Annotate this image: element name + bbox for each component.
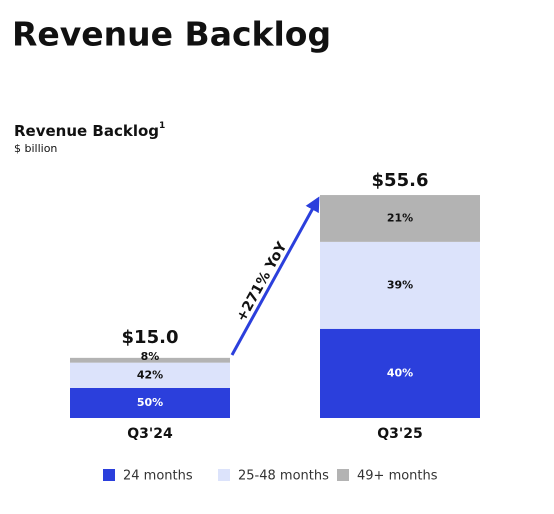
segment-label: 42% xyxy=(137,368,163,381)
legend-label: 24 months xyxy=(123,469,193,484)
chart-title-text: Revenue Backlog xyxy=(14,122,159,140)
growth-annotation: +271% YoY xyxy=(234,239,291,325)
segment-label: 21% xyxy=(387,211,413,224)
segment-label: 39% xyxy=(387,278,413,291)
bar-segment xyxy=(320,241,480,329)
segment-label: 8% xyxy=(141,350,160,363)
legend-swatch xyxy=(337,469,349,481)
chart-subtitle: $ billion xyxy=(14,142,57,155)
growth-arrow xyxy=(230,196,320,356)
chart-title: Revenue Backlog1 xyxy=(14,121,165,140)
legend-swatch xyxy=(103,469,115,481)
bar-segment xyxy=(320,195,480,242)
bar-segment xyxy=(70,362,230,388)
x-tick-label: Q3'24 xyxy=(127,426,173,442)
segment-label: 40% xyxy=(387,366,413,379)
legend-swatch xyxy=(218,469,230,481)
bar-segment xyxy=(70,387,230,418)
legend-label: 49+ months xyxy=(357,469,438,484)
page-heading: Revenue Backlog xyxy=(12,15,331,54)
bar-segment xyxy=(320,328,480,418)
segment-label: 50% xyxy=(137,396,163,409)
x-tick-label: Q3'25 xyxy=(377,426,422,442)
total-label: $15.0 xyxy=(122,327,179,348)
bar-segment xyxy=(70,357,230,363)
total-label: $55.6 xyxy=(372,170,429,191)
legend-label: 25-48 months xyxy=(238,469,329,484)
title-footnote: 1 xyxy=(159,121,165,131)
